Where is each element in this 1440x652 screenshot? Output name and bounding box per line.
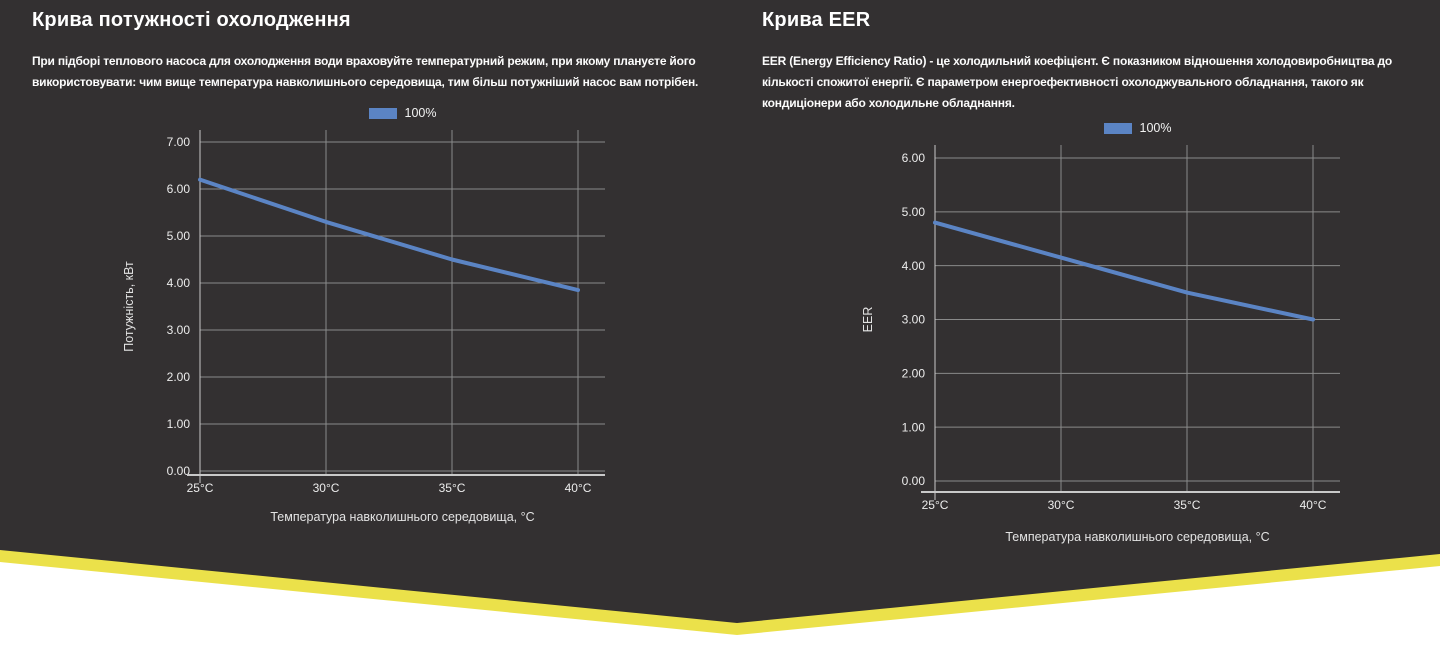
series-line [933, 220, 1315, 322]
legend-label[interactable]: 100% [404, 106, 437, 120]
description-line: EER (Energy Efficiency Ratio) - це холод… [762, 54, 1393, 68]
x-tick-label: 40°C [565, 481, 592, 495]
x-axis-title: Температура навколишнього середовища, °C [270, 510, 534, 524]
y-axis-title: Потужність, кВт [122, 261, 136, 352]
eer-legend: 100% [935, 121, 1340, 135]
description-line: При підборі теплового насоса для охолодж… [32, 54, 696, 68]
y-tick-label: 5.00 [167, 229, 191, 243]
x-tick-label: 40°C [1300, 498, 1327, 512]
y-tick-label: 0.00 [167, 464, 191, 478]
description-line: кондиціонери або холодильне обладнання. [762, 96, 1015, 110]
y-tick-label: 1.00 [902, 420, 926, 434]
cooling-power-legend: 100% [200, 106, 605, 120]
y-tick-label: 3.00 [167, 323, 191, 337]
y-tick-label: 0.00 [902, 474, 926, 488]
y-tick-label: 6.00 [902, 151, 926, 165]
y-tick-label: 1.00 [167, 417, 191, 431]
legend-label[interactable]: 100% [1139, 121, 1172, 135]
eer-description: EER (Energy Efficiency Ratio) - це холод… [762, 51, 1392, 114]
y-tick-label: 7.00 [167, 135, 191, 149]
y-tick-label: 2.00 [902, 367, 926, 381]
x-axis-title: Температура навколишнього середовища, °C [1005, 530, 1269, 544]
y-tick-label: 3.00 [902, 313, 926, 327]
eer-chart: 6.00 5.00 4.00 3.00 2.00 1.00 0.00 25°C 30°C 35°C… [861, 145, 1340, 544]
cooling-power-title: Крива потужності охолодження [32, 9, 351, 31]
cooling-power-chart: 7.00 6.00 5.00 4.00 3.00 2.00 1.00 0.00 25°C 30°C… [122, 130, 605, 524]
cooling-power-description: При підборі теплового насоса для охолодж… [32, 51, 698, 93]
series-line [198, 177, 580, 293]
x-tick-label: 35°C [1174, 498, 1201, 512]
legend-swatch-icon[interactable] [1103, 122, 1132, 134]
y-tick-label: 4.00 [902, 259, 926, 273]
x-tick-label: 30°C [313, 481, 340, 495]
x-tick-label: 30°C [1048, 498, 1075, 512]
y-tick-label: 6.00 [167, 182, 191, 196]
description-line: використовувати: чим вище температура на… [32, 75, 699, 89]
eer-title: Крива EER [762, 9, 871, 31]
description-line: кількості спожитої енергії. Є параметром… [762, 75, 1364, 89]
y-axis-title: EER [861, 307, 875, 333]
y-tick-label: 2.00 [167, 370, 191, 384]
y-tick-label: 5.00 [902, 205, 926, 219]
y-tick-label: 4.00 [167, 276, 191, 290]
x-tick-label: 35°C [439, 481, 466, 495]
x-tick-label: 25°C [922, 498, 949, 512]
x-tick-label: 25°C [187, 481, 214, 495]
legend-swatch-icon[interactable] [368, 107, 397, 119]
